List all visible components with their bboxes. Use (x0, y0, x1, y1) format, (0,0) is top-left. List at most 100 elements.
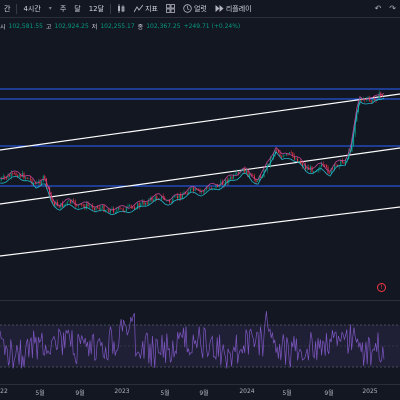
candle-body (111, 208, 113, 210)
candle-body (39, 181, 41, 185)
candle-body (317, 169, 319, 171)
candle-body (135, 208, 137, 210)
candle-body (343, 162, 345, 164)
candle-body (81, 203, 83, 205)
candle-body (98, 207, 100, 210)
toolbar-separator (110, 3, 112, 14)
interval-month[interactable]: 달 (74, 4, 81, 13)
candle-body (116, 209, 118, 212)
candle-body (361, 99, 363, 100)
candle-body (50, 194, 52, 200)
candle-body (234, 173, 236, 175)
candle-body (217, 184, 219, 188)
candle-body (26, 177, 28, 179)
redo-icon: ↷ (389, 4, 396, 13)
candle-body (255, 179, 257, 183)
candle-body (380, 92, 382, 95)
interval-dropdown[interactable]: ▾ (45, 0, 56, 18)
candle-body (100, 207, 102, 210)
candle-body (202, 191, 204, 192)
candle-body (338, 166, 340, 167)
time-axis-label: 5월 (35, 390, 45, 397)
interval-12month[interactable]: 12달 (88, 4, 105, 13)
candle-body (369, 98, 371, 101)
interval-partial[interactable]: 간 (4, 4, 11, 13)
time-axis[interactable]: 22 5월 9월 2023 5월 9월 2024 5월 9월 2025 (0, 384, 400, 400)
candle-body (231, 176, 233, 179)
candle-body (356, 112, 358, 122)
candle-body (305, 165, 307, 170)
time-axis-label: 5월 (160, 390, 170, 397)
candle-body (354, 121, 356, 135)
pane-divider[interactable] (0, 300, 400, 301)
candle-body (21, 173, 23, 177)
candle-body (57, 201, 59, 206)
candle-body (66, 201, 68, 204)
indicators-button[interactable]: 지표 (130, 0, 162, 18)
candle-body (177, 195, 179, 199)
candle-body (293, 156, 295, 160)
rsi-pane[interactable] (0, 301, 400, 384)
candle-body (210, 188, 212, 190)
candle-body (322, 163, 324, 165)
candle-body (373, 99, 375, 100)
replay-button[interactable]: 리플레이 (211, 0, 256, 18)
interval-week[interactable]: 주 (59, 4, 67, 13)
open-value: 102,581.55 (8, 22, 43, 30)
candle-body (292, 152, 294, 157)
rsi-line (0, 311, 385, 369)
candle-body (143, 201, 145, 205)
candle-body (306, 167, 308, 170)
candle-body (151, 197, 153, 201)
time-axis-label: 2025 (362, 388, 378, 395)
candle-body (335, 164, 337, 166)
candle-body (346, 158, 348, 161)
candle-body (181, 194, 183, 199)
candle-body (68, 200, 70, 202)
candle-body (103, 205, 105, 212)
candle-body (25, 177, 27, 179)
candle-body (233, 174, 235, 179)
candle-body (242, 168, 244, 172)
redo-button[interactable]: ↷ (385, 0, 400, 18)
candle-body (101, 205, 103, 208)
candle-body (9, 175, 11, 177)
candle-body (33, 182, 35, 185)
candle-body (5, 177, 7, 179)
candle-body (257, 180, 259, 183)
candle-body (236, 172, 238, 174)
change-value: +249.71 (+0.24%) (183, 22, 241, 30)
price-chart[interactable] (0, 32, 400, 300)
candle-body (74, 200, 76, 206)
candle-body (127, 206, 129, 208)
candle-body (185, 192, 187, 194)
candle-body (97, 206, 99, 208)
time-axis-label: 2023 (114, 388, 130, 395)
time-axis-label: 22 (0, 388, 8, 395)
candle-body (138, 203, 140, 207)
candle-body (90, 205, 92, 207)
candle-body (193, 187, 195, 191)
chart-type-button[interactable] (113, 0, 130, 18)
undo-button[interactable]: ↶ (371, 0, 386, 18)
candle-body (124, 210, 126, 212)
candle-body (279, 153, 281, 157)
candle-body (324, 164, 326, 166)
channel-lower-line (0, 206, 400, 257)
candle-body (237, 172, 239, 174)
layout-button[interactable] (162, 0, 179, 18)
candle-body (41, 181, 43, 185)
candle-body (18, 174, 20, 178)
candle-body (329, 172, 331, 174)
candle-body (95, 206, 97, 210)
alert-button[interactable]: 얼럿 (179, 0, 211, 18)
time-axis-label: 5월 (282, 390, 292, 397)
candle-body (109, 209, 111, 213)
interval-4h[interactable]: 4시간 (23, 4, 41, 13)
candle-body (301, 163, 303, 167)
bell-outline-icon[interactable]: ! (377, 283, 386, 292)
candle-body (129, 205, 131, 207)
candle-body (215, 184, 217, 189)
candle-body (226, 179, 228, 183)
